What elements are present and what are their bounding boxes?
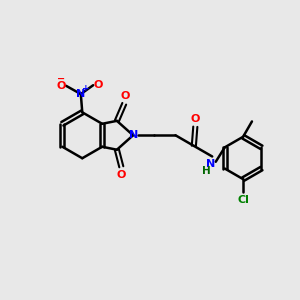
Text: −: − bbox=[57, 74, 65, 84]
Text: O: O bbox=[56, 81, 65, 91]
Text: +: + bbox=[82, 84, 90, 93]
Text: Cl: Cl bbox=[237, 195, 249, 205]
Text: O: O bbox=[120, 91, 130, 101]
Text: O: O bbox=[117, 170, 126, 180]
Text: N: N bbox=[206, 159, 215, 169]
Text: O: O bbox=[190, 114, 200, 124]
Text: O: O bbox=[94, 80, 103, 90]
Text: H: H bbox=[202, 166, 211, 176]
Text: N: N bbox=[76, 89, 86, 99]
Text: N: N bbox=[129, 130, 138, 140]
